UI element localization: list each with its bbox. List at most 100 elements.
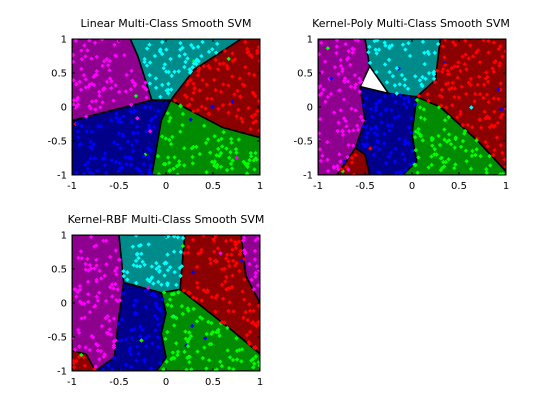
data-point-red xyxy=(187,102,192,107)
data-point-blue xyxy=(116,321,121,326)
data-point-blue xyxy=(103,170,109,175)
data-point-green xyxy=(185,344,191,349)
data-point-magenta xyxy=(321,87,326,92)
data-point-magenta xyxy=(92,304,97,309)
data-point-magenta xyxy=(94,54,99,60)
data-point-cyan xyxy=(164,260,169,266)
data-point-red xyxy=(212,235,217,240)
data-point-green xyxy=(224,167,230,173)
data-point-blue xyxy=(398,93,403,98)
data-point-red xyxy=(456,95,462,100)
region-red xyxy=(72,349,97,371)
data-point-blue xyxy=(105,362,111,368)
data-point-magenta xyxy=(110,294,115,299)
data-point-green xyxy=(417,105,423,110)
data-point-magenta xyxy=(97,268,102,274)
data-point-blue xyxy=(342,159,347,164)
data-point-magenta xyxy=(112,268,118,274)
data-point-red xyxy=(237,76,243,81)
data-point-red xyxy=(425,91,430,97)
data-point-cyan xyxy=(171,249,177,254)
data-point-red xyxy=(74,358,79,364)
data-point-green xyxy=(251,365,256,370)
data-point-red xyxy=(247,308,253,313)
data-point-magenta xyxy=(143,80,148,85)
data-point-blue xyxy=(100,367,106,371)
y-tick-label: -1 xyxy=(303,171,313,182)
data-point-blue xyxy=(393,99,398,104)
data-point-magenta xyxy=(350,143,356,148)
data-point-blue xyxy=(375,140,381,145)
data-point-green xyxy=(418,133,423,139)
data-point-blue xyxy=(131,130,136,136)
data-point-blue xyxy=(119,119,124,125)
x-tick-label: 0 xyxy=(163,377,169,388)
x-tick-label: 0.5 xyxy=(451,181,467,192)
data-point-magenta xyxy=(104,262,109,267)
data-point-blue xyxy=(146,155,151,160)
data-point-red xyxy=(445,80,451,86)
y-tick-label: -1 xyxy=(57,171,67,182)
data-point-green xyxy=(203,140,209,146)
data-point-red xyxy=(185,103,191,108)
data-point-magenta xyxy=(97,93,102,98)
data-point-green xyxy=(170,134,175,140)
data-point-magenta xyxy=(72,286,77,292)
data-point-red xyxy=(485,144,490,149)
data-point-magenta xyxy=(135,116,140,121)
data-point-red xyxy=(229,252,234,257)
data-point-red xyxy=(484,70,489,75)
data-point-cyan xyxy=(426,70,432,76)
data-point-green xyxy=(225,348,230,353)
data-point-green xyxy=(156,172,162,175)
data-point-blue xyxy=(364,135,369,140)
data-point-blue xyxy=(190,270,196,275)
data-point-blue xyxy=(124,162,129,167)
data-point-blue xyxy=(90,146,95,151)
data-point-red xyxy=(468,82,473,88)
data-point-cyan xyxy=(407,53,413,59)
data-point-green xyxy=(205,137,211,142)
y-tick-label: 1 xyxy=(307,35,313,46)
data-point-magenta xyxy=(89,99,95,104)
data-point-green xyxy=(212,134,217,139)
plot-area xyxy=(318,39,506,175)
data-point-blue xyxy=(112,356,117,361)
data-point-green xyxy=(176,162,182,167)
data-point-red xyxy=(491,69,496,75)
data-point-green xyxy=(171,323,177,328)
data-point-green xyxy=(464,159,469,164)
data-point-blue xyxy=(128,162,134,167)
data-point-red xyxy=(201,287,206,293)
data-point-blue xyxy=(389,107,394,113)
data-point-cyan xyxy=(182,52,188,57)
data-point-blue xyxy=(129,119,134,124)
data-point-cyan xyxy=(146,242,151,247)
x-tick-label: 0.5 xyxy=(205,377,221,388)
y-tick-label: 0.5 xyxy=(51,265,67,276)
data-point-magenta xyxy=(331,110,337,115)
data-point-cyan xyxy=(403,47,408,52)
x-tick-label: 1 xyxy=(257,181,263,192)
data-point-green xyxy=(218,359,223,364)
data-point-magenta xyxy=(340,132,346,138)
data-point-red xyxy=(492,60,497,65)
data-point-blue xyxy=(406,125,412,130)
data-point-green xyxy=(204,366,209,371)
data-point-green xyxy=(142,152,148,157)
data-point-blue xyxy=(136,351,141,357)
data-point-blue xyxy=(83,162,88,167)
data-point-red xyxy=(224,274,229,280)
data-point-magenta xyxy=(145,285,151,291)
data-point-red xyxy=(486,115,492,121)
data-point-red xyxy=(256,98,260,104)
data-point-green xyxy=(165,155,171,160)
data-point-blue xyxy=(371,152,376,158)
data-point-red xyxy=(437,93,442,98)
data-point-magenta xyxy=(72,78,76,83)
data-point-red xyxy=(213,295,218,300)
data-point-magenta xyxy=(109,79,114,84)
data-point-cyan xyxy=(125,277,130,282)
data-point-red xyxy=(234,240,239,245)
data-point-magenta xyxy=(112,42,117,48)
